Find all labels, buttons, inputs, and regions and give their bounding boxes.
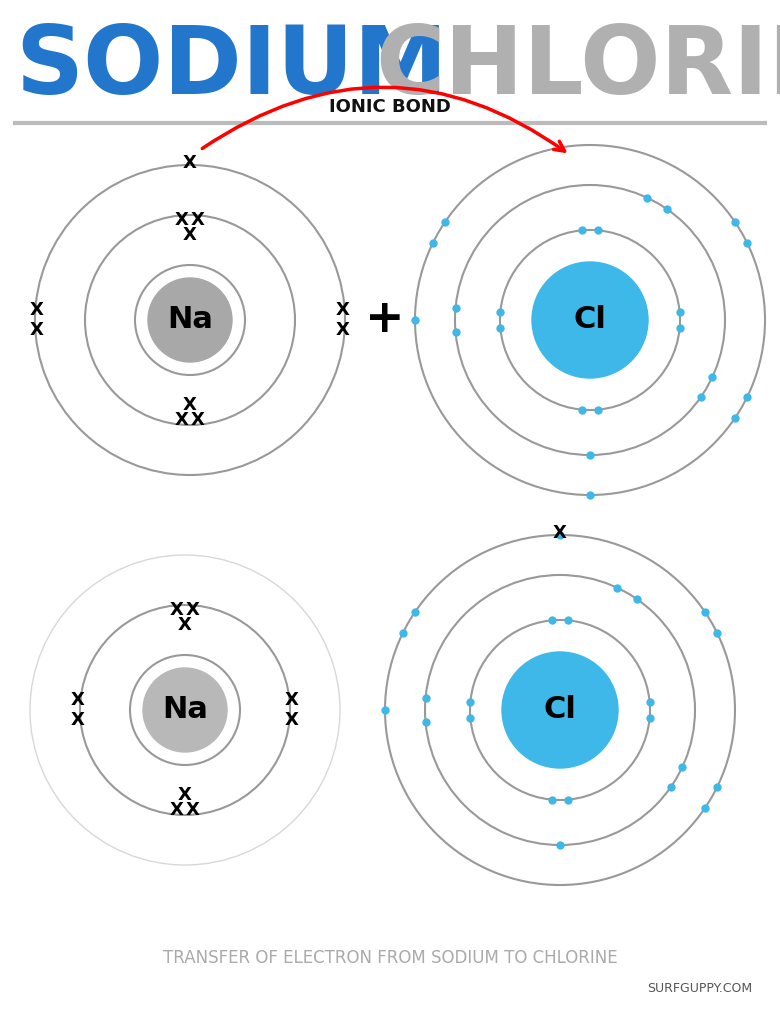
Text: X: X: [336, 321, 350, 339]
Text: Cl: Cl: [573, 306, 606, 335]
Text: CHLORINE: CHLORINE: [375, 22, 780, 114]
Text: X: X: [191, 211, 205, 229]
Circle shape: [532, 262, 648, 378]
Text: X: X: [285, 691, 299, 709]
Text: X: X: [178, 616, 192, 634]
Text: X: X: [336, 301, 350, 319]
Text: X: X: [553, 524, 567, 542]
FancyArrowPatch shape: [202, 87, 565, 151]
Text: IONIC BOND: IONIC BOND: [329, 98, 451, 116]
Text: X: X: [170, 801, 184, 819]
Circle shape: [502, 652, 618, 768]
Text: X: X: [285, 711, 299, 728]
Text: Na: Na: [167, 306, 213, 335]
Text: X: X: [71, 711, 85, 728]
Text: X: X: [183, 226, 197, 244]
Text: X: X: [71, 691, 85, 709]
Text: X: X: [170, 601, 184, 619]
Text: X: X: [186, 801, 200, 819]
Text: X: X: [191, 411, 205, 429]
Circle shape: [143, 668, 227, 752]
Text: Na: Na: [162, 695, 208, 724]
Text: X: X: [175, 411, 189, 429]
Text: X: X: [183, 154, 197, 172]
Text: X: X: [178, 786, 192, 804]
Text: SURFGUPPY.COM: SURFGUPPY.COM: [647, 982, 753, 995]
Text: SODIUM: SODIUM: [15, 22, 448, 114]
Text: X: X: [30, 301, 44, 319]
Text: Cl: Cl: [544, 695, 576, 724]
Text: TRANSFER OF ELECTRON FROM SODIUM TO CHLORINE: TRANSFER OF ELECTRON FROM SODIUM TO CHLO…: [163, 949, 617, 967]
Text: X: X: [30, 321, 44, 339]
Text: +: +: [365, 298, 405, 342]
Circle shape: [148, 278, 232, 362]
Text: X: X: [186, 601, 200, 619]
Text: X: X: [175, 211, 189, 229]
Text: X: X: [183, 396, 197, 414]
